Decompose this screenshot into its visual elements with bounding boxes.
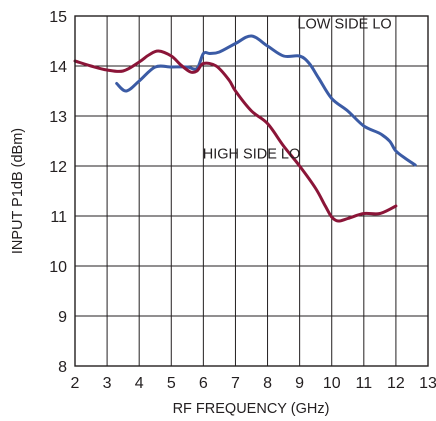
x-tick-label: 11 (356, 375, 373, 392)
y-axis-title: INPUT P1dB (dBm) (10, 128, 26, 254)
plot-frame (74, 15, 429, 367)
grid-lines (75, 16, 428, 366)
x-tick-label: 13 (419, 375, 436, 392)
y-tick-label: 12 (49, 159, 67, 176)
x-tick-label: 9 (295, 375, 304, 392)
series-line-low-side-lo (115, 34, 417, 167)
x-axis-title: RF FREQUENCY (GHz) (173, 401, 330, 417)
x-tick-label: 6 (199, 375, 208, 392)
series-annotations: LOW SIDE LO HIGH SIDE LO (203, 17, 392, 163)
annotation-low-side-lo: LOW SIDE LO (297, 17, 391, 33)
y-tick-label: 13 (49, 109, 67, 126)
x-tick-label: 4 (135, 375, 144, 392)
y-tick-label: 8 (58, 359, 67, 376)
x-tick-label: 7 (231, 375, 240, 392)
x-tick-label: 3 (103, 375, 112, 392)
x-tick-label: 12 (387, 375, 405, 392)
series-line-high-side-lo (73, 49, 398, 223)
x-tick-label: 8 (263, 375, 272, 392)
y-tick-label: 15 (49, 9, 67, 26)
tick-labels: 2 3 4 5 6 7 8 9 10 11 12 13 8 9 10 11 12 13 14 15 (49, 9, 436, 392)
y-tick-label: 9 (58, 309, 67, 326)
data-series (73, 34, 417, 223)
annotation-high-side-lo: HIGH SIDE LO (203, 147, 301, 163)
y-tick-label: 11 (50, 209, 67, 226)
x-tick-label: 10 (323, 375, 341, 392)
x-tick-label: 2 (71, 375, 80, 392)
y-tick-label: 14 (49, 59, 67, 76)
y-tick-label: 10 (49, 259, 67, 276)
x-tick-label: 5 (167, 375, 176, 392)
